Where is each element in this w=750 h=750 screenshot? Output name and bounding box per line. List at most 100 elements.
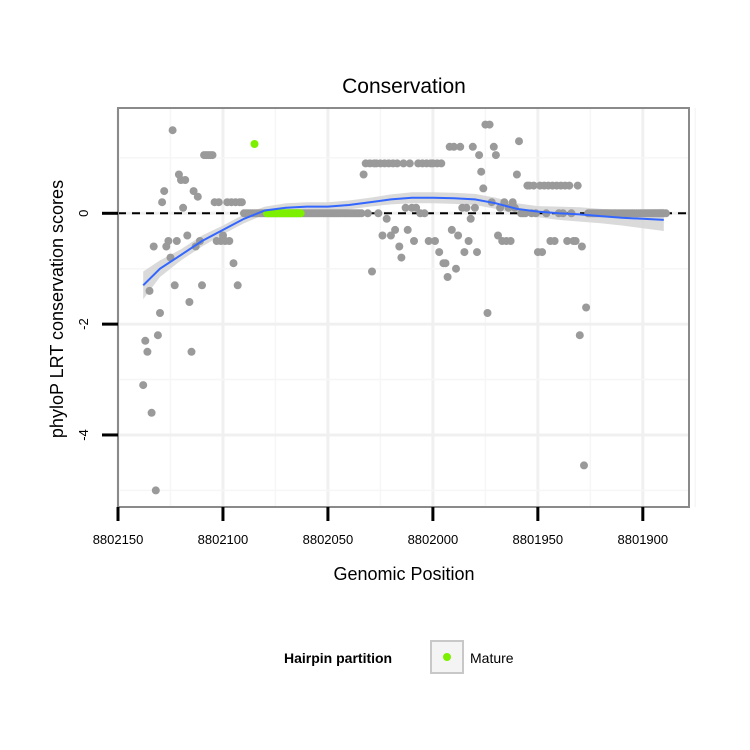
y-tick-label: -4 bbox=[76, 429, 91, 441]
data-point bbox=[575, 331, 584, 340]
x-tick-label: 8802000 bbox=[408, 532, 459, 547]
data-point bbox=[468, 142, 477, 151]
data-point bbox=[582, 303, 591, 312]
data-point bbox=[237, 198, 246, 207]
data-point bbox=[491, 151, 500, 160]
data-point bbox=[382, 214, 391, 223]
x-axis: 8802150 8802100 8802050 8802000 8801950 88019… bbox=[93, 507, 668, 547]
data-point bbox=[538, 248, 547, 257]
data-point bbox=[193, 192, 202, 201]
data-point bbox=[489, 142, 498, 151]
data-point bbox=[550, 237, 559, 245]
data-point bbox=[441, 259, 450, 268]
data-point bbox=[357, 209, 366, 218]
data-point bbox=[147, 408, 156, 417]
y-axis-title: phyloP LRT conservation scores bbox=[47, 180, 67, 438]
plot-grid bbox=[116, 108, 697, 507]
data-point bbox=[139, 381, 148, 390]
data-point bbox=[391, 225, 400, 234]
data-point bbox=[149, 242, 158, 251]
data-point bbox=[189, 187, 198, 196]
data-point bbox=[397, 253, 406, 262]
data-point bbox=[571, 237, 580, 245]
data-point bbox=[431, 237, 439, 245]
data-point bbox=[183, 231, 192, 240]
data-point bbox=[454, 231, 463, 240]
data-point bbox=[521, 209, 530, 218]
data-point bbox=[172, 237, 181, 245]
data-point bbox=[412, 203, 421, 212]
data-point bbox=[401, 203, 410, 212]
data-point bbox=[661, 209, 670, 218]
points-mature bbox=[250, 140, 305, 218]
data-point bbox=[449, 142, 458, 151]
data-point bbox=[179, 203, 188, 212]
data-point bbox=[151, 486, 160, 495]
data-point bbox=[529, 181, 538, 190]
data-point bbox=[187, 347, 196, 356]
data-point bbox=[233, 281, 242, 290]
data-point bbox=[512, 170, 521, 179]
x-tick-label: 8802050 bbox=[303, 532, 354, 547]
x-tick-label: 8802150 bbox=[93, 532, 144, 547]
data-point bbox=[464, 237, 473, 245]
data-point bbox=[198, 281, 206, 290]
data-point bbox=[515, 137, 523, 146]
smooth-line bbox=[142, 196, 664, 287]
data-point bbox=[424, 237, 433, 245]
data-point bbox=[141, 336, 150, 345]
data-point bbox=[456, 142, 465, 151]
data-point bbox=[153, 331, 162, 340]
chart-title: Conservation bbox=[342, 75, 466, 98]
data-point bbox=[393, 159, 402, 168]
data-point bbox=[506, 237, 515, 245]
data-point bbox=[470, 203, 479, 212]
x-tick-label: 8801900 bbox=[618, 532, 669, 547]
data-point bbox=[168, 126, 177, 135]
x-axis-title: Genomic Position bbox=[333, 564, 474, 584]
plot-background bbox=[118, 108, 689, 507]
data-point bbox=[170, 281, 179, 290]
data-point bbox=[475, 151, 484, 160]
data-point bbox=[447, 225, 456, 234]
data-point bbox=[158, 198, 167, 207]
data-point bbox=[156, 309, 164, 317]
legend-key-dot bbox=[443, 653, 451, 661]
data-point bbox=[386, 231, 395, 240]
data-point bbox=[185, 298, 194, 306]
data-point bbox=[225, 237, 234, 245]
data-point bbox=[164, 237, 173, 245]
y-tick-label: 0 bbox=[76, 210, 91, 217]
data-point bbox=[181, 176, 190, 184]
data-point bbox=[368, 267, 376, 276]
data-point bbox=[460, 248, 469, 257]
data-point bbox=[374, 209, 383, 218]
legend: Hairpin partition Mature bbox=[284, 640, 514, 674]
data-point bbox=[473, 248, 481, 257]
data-point bbox=[208, 151, 217, 160]
data-point bbox=[479, 184, 488, 193]
x-tick-label: 8802100 bbox=[198, 532, 249, 547]
data-point-mature bbox=[296, 209, 305, 218]
legend-label-mature: Mature bbox=[470, 650, 514, 666]
data-point bbox=[563, 237, 572, 245]
data-point bbox=[466, 214, 475, 223]
data-point bbox=[403, 225, 412, 234]
data-point bbox=[577, 242, 586, 251]
data-point bbox=[437, 159, 446, 168]
y-tick-label: -2 bbox=[76, 318, 91, 330]
data-point bbox=[483, 309, 492, 317]
data-point bbox=[435, 248, 444, 257]
data-point bbox=[410, 237, 418, 245]
data-point bbox=[443, 273, 452, 281]
data-point bbox=[378, 231, 387, 240]
data-point bbox=[420, 209, 429, 218]
legend-title: Hairpin partition bbox=[284, 650, 392, 666]
y-axis: -4 -2 0 bbox=[76, 210, 118, 441]
data-point-mature bbox=[250, 140, 259, 148]
data-point bbox=[214, 198, 223, 207]
data-point bbox=[580, 461, 588, 470]
data-point bbox=[145, 286, 154, 295]
data-point bbox=[477, 167, 486, 176]
